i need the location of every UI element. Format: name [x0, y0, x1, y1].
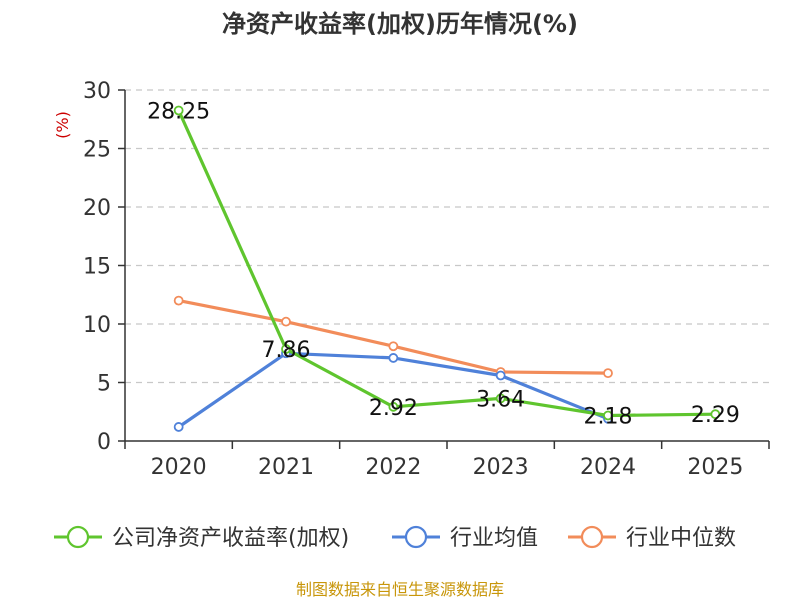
point-s0-2025: [710, 409, 721, 420]
legend-label-2: 行业中位数: [626, 526, 736, 551]
point-s1-2023: [495, 370, 506, 381]
source-note: 制图数据来自恒生聚源数据库: [296, 580, 504, 599]
point-s0-2024: [603, 410, 613, 421]
point-s0-2021: [281, 344, 291, 354]
point-s0-2022: [388, 401, 399, 412]
y-tick-label-10: 10: [83, 313, 111, 338]
y-tick-label-15: 15: [83, 255, 111, 280]
point-s2-2020: [173, 295, 184, 306]
data-label-2022: 2.92: [369, 396, 418, 421]
point-s2-2021: [281, 316, 291, 327]
data-label-2025: 2.29: [691, 403, 740, 428]
y-tick-label-30: 30: [83, 79, 111, 104]
point-s2-2022: [388, 341, 399, 352]
chart-title: 净资产收益率(加权)历年情况(%): [222, 10, 578, 38]
grid: [125, 89, 769, 384]
series-group: [173, 105, 721, 432]
data-labels: 28.25 7.86 2.92 3.64 2.18 2.29: [147, 99, 740, 429]
y-axis-label: (%): [53, 111, 72, 139]
point-s0-2023: [495, 393, 506, 404]
point-s1-2020: [173, 422, 184, 432]
y-tick-label-25: 25: [83, 138, 111, 163]
point-s1-2022: [388, 353, 399, 363]
legend-label-1: 行业均值: [450, 526, 538, 551]
point-s2-2024: [603, 368, 613, 379]
data-label-2021: 7.86: [262, 338, 311, 363]
legend-marker-0: [66, 525, 90, 549]
y-tick-label-20: 20: [83, 196, 111, 221]
legend-marker-1: [404, 525, 428, 549]
data-label-2024: 2.18: [584, 404, 633, 429]
y-tick-label-0: 0: [97, 430, 111, 455]
x-tick-label-2024: 2024: [580, 455, 636, 480]
point-s0-2020: [173, 105, 184, 116]
x-tick-label-2022: 2022: [365, 455, 421, 480]
x-tick-label-2023: 2023: [473, 455, 529, 480]
legend-label-0: 公司净资产收益率(加权): [112, 526, 349, 551]
series-line-0: [177, 109, 716, 418]
x-tick-label-2025: 2025: [687, 455, 743, 480]
y-tick-label-5: 5: [97, 372, 111, 397]
x-tick-label-2021: 2021: [258, 455, 314, 480]
data-label-2020: 28.25: [147, 99, 210, 124]
legend: 公司净资产收益率(加权) 行业均值 行业中位数: [54, 525, 736, 551]
x-tick-label-2020: 2020: [151, 455, 207, 480]
legend-marker-2: [580, 525, 604, 549]
data-label-2023: 3.64: [476, 387, 525, 412]
